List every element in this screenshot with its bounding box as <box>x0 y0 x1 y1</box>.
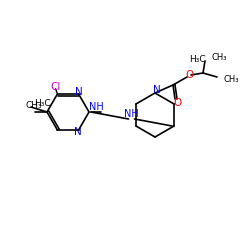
Text: NH: NH <box>88 102 104 112</box>
Text: NH: NH <box>124 109 139 119</box>
Text: N: N <box>74 87 82 97</box>
Text: CH₃: CH₃ <box>26 102 42 110</box>
Text: H₃C: H₃C <box>189 54 205 64</box>
Text: CH₃: CH₃ <box>211 54 226 62</box>
Text: O: O <box>185 70 193 80</box>
Text: N: N <box>153 85 161 95</box>
Text: O: O <box>173 98 181 108</box>
Text: CH₃: CH₃ <box>224 74 240 84</box>
Text: H₃C: H₃C <box>34 100 50 108</box>
Text: N: N <box>74 127 82 137</box>
Text: Cl: Cl <box>50 82 61 92</box>
